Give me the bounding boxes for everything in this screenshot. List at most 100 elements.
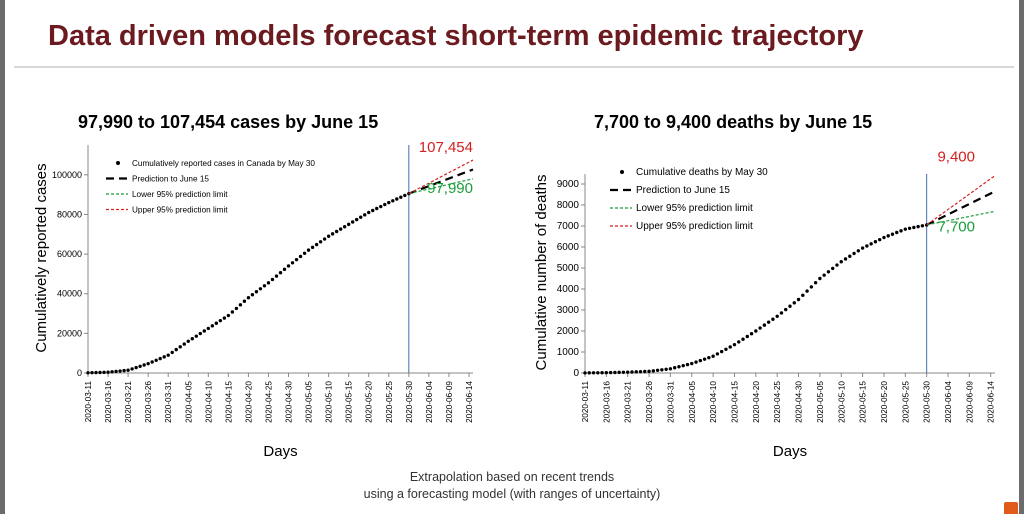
x-tick-label: 2020-05-05 [305,381,314,423]
observed-point [655,368,660,373]
legend-entry: Lower 95% prediction limit [132,190,228,199]
x-tick-label: 2020-04-30 [795,381,804,423]
x-tick-label: 2020-05-15 [859,381,868,423]
x-tick-label: 2020-03-16 [104,381,113,423]
observed-point [282,267,287,272]
observed-point [698,358,703,363]
observed-point [214,321,219,325]
right-rail [1019,0,1024,514]
observed-point [920,224,925,228]
observed-point [290,261,295,265]
x-tick-label: 2020-04-20 [752,381,761,423]
legend-entry: Upper 95% prediction limit [636,221,753,232]
observed-point [298,254,303,259]
y-tick-label: 7000 [557,221,580,232]
observed-point [330,232,335,236]
observed-point [728,345,732,349]
legend-entry: Cumulatively reported cases in Canada by… [132,159,315,168]
observed-point [604,370,609,375]
x-tick-label: 2020-03-31 [666,381,675,423]
observed-point [342,225,347,229]
observed-point [732,342,737,347]
observed-point [634,370,638,374]
x-tick-label: 2020-05-20 [365,381,374,423]
x-tick-label: 2020-04-10 [204,381,213,423]
footer-note-line-1: Extrapolation based on recent trends [409,470,615,484]
observed-point [110,370,114,374]
observed-point [294,257,299,262]
observed-point [346,222,351,227]
x-tick-label: 2020-04-05 [184,381,193,423]
x-tick-label: 2020-05-15 [345,381,354,423]
observed-point [242,299,247,303]
observed-point [162,355,166,359]
x-tick-label: 2020-05-05 [816,381,825,423]
slide-title: Data driven models forecast short-term e… [48,20,864,52]
observed-point [754,329,758,333]
observed-point [106,370,110,374]
observed-point [792,301,796,305]
x-tick-label: 2020-06-14 [987,381,996,423]
left-rail [0,0,5,514]
observed-point [583,371,587,375]
x-tick-label: 2020-06-04 [944,381,953,423]
x-tick-label: 2020-03-31 [164,381,173,423]
observed-point [102,370,106,375]
observed-point [210,324,215,328]
observed-point [222,316,227,320]
observed-point [912,225,916,230]
observed-point [890,232,895,236]
observed-point [174,347,178,352]
x-tick-label: 2020-05-25 [385,381,394,423]
observed-point [643,369,647,374]
lower-limit-value: 97,990 [427,180,473,197]
y-tick-label: 2000 [557,326,580,337]
observed-point [395,197,399,201]
legend-marker-observed [116,161,120,165]
cases-chart: 0 20000 40000 60000 80000 100000 2020-03-11 202… [33,140,474,460]
observed-point [775,314,779,318]
observed-point [702,357,707,361]
observed-point [856,249,861,253]
observed-point [596,371,600,375]
observed-point [202,329,207,333]
observed-point [166,353,170,357]
legend-entry: Cumulative deaths by May 30 [636,167,768,178]
observed-point [190,337,194,341]
observed-point [826,270,831,274]
y-tick-label: 60000 [57,249,82,259]
observed-point [621,370,626,374]
x-tick-label: 2020-06-04 [425,381,434,423]
observed-point [387,200,391,205]
observed-point [350,220,355,224]
x-tick-label: 2020-04-15 [224,381,233,423]
y-tick-label: 9000 [557,179,580,190]
x-tick-label: 2020-04-20 [244,381,253,423]
x-tick-label: 2020-03-26 [645,381,654,423]
observed-point [877,237,882,242]
y-tick-label: 20000 [57,328,82,338]
x-tick-label: 2020-04-25 [773,381,782,423]
observed-point [805,289,809,293]
observed-point [206,326,211,331]
observed-point [903,227,908,231]
y-tick-label: 4000 [557,284,580,295]
observed-point [818,276,822,281]
observed-point [254,290,259,294]
observed-point [745,334,749,339]
observed-point [694,360,698,364]
y-tick-label: 8000 [557,200,580,211]
observed-point [86,371,90,375]
observed-point [779,311,784,315]
observed-point [134,365,138,370]
lower-limit-line [926,210,996,226]
observed-point [363,213,367,217]
x-tick-label: 2020-04-25 [264,381,273,423]
x-tick-label: 2020-03-11 [84,381,93,423]
x-tick-label: 2020-05-10 [325,381,334,423]
observed-point [758,326,762,330]
observed-point [306,248,311,252]
observed-point [182,342,186,346]
y-tick-label: 40000 [57,289,82,299]
observed-point [318,240,323,244]
